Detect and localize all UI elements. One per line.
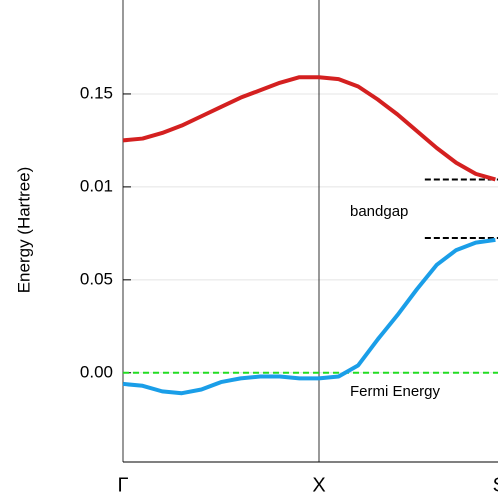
x-tick-label: Γ	[117, 474, 128, 496]
x-tick-label: X	[312, 474, 325, 496]
band-line	[122, 237, 496, 396]
fermi-label: Fermi Energy	[350, 383, 441, 400]
band-line	[122, 75, 496, 182]
y-tick-label: 0.01	[80, 176, 113, 195]
gap-label: bandgap	[350, 203, 408, 220]
y-tick-label: 0.00	[80, 362, 113, 381]
x-tick-label: S	[493, 474, 498, 496]
y-axis-label: Energy (Hartree)	[14, 167, 33, 294]
y-tick-label: 0.05	[80, 269, 113, 288]
y-tick-label: 0.15	[80, 83, 113, 102]
